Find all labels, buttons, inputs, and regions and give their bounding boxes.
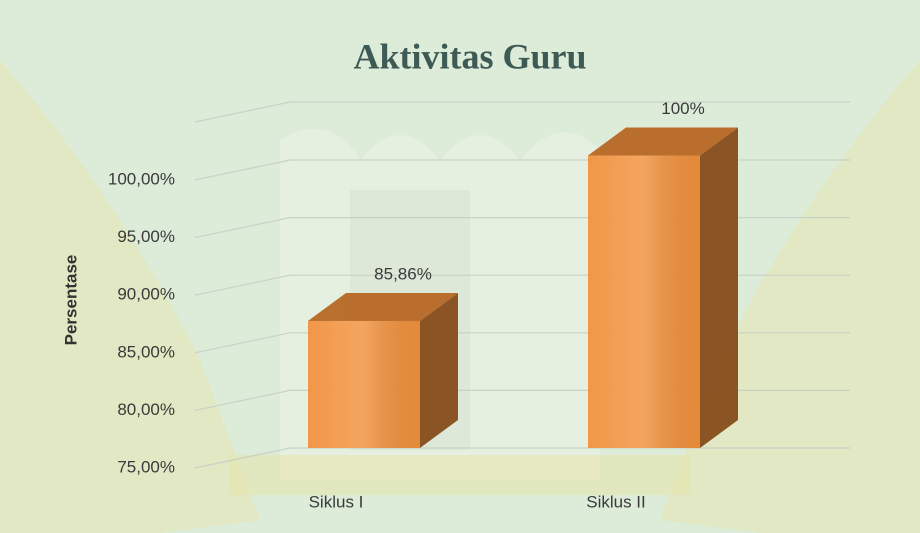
wall-edge	[194, 101, 850, 123]
y-tick-label: 85,00%	[117, 342, 175, 361]
bar-side	[420, 292, 458, 448]
y-tick-label: 100,00%	[108, 169, 175, 188]
x-tick-label: Siklus I	[309, 492, 364, 511]
y-tick-label: 75,00%	[117, 457, 175, 476]
value-label: 85,86%	[374, 264, 432, 283]
y-tick-label: 95,00%	[117, 227, 175, 246]
y-tick-label: 90,00%	[117, 285, 175, 304]
y-tick-label: 80,00%	[117, 400, 175, 419]
y-axis-title: Persentase	[61, 255, 80, 346]
bar-shine	[588, 155, 700, 448]
value-label: 100%	[661, 99, 704, 118]
chart-title: Aktivitas Guru	[353, 36, 586, 76]
x-tick-label: Siklus II	[586, 492, 646, 511]
bar-top	[308, 292, 458, 321]
bar-side	[700, 127, 738, 448]
bar-shine	[308, 320, 420, 448]
bar-top	[588, 127, 738, 156]
